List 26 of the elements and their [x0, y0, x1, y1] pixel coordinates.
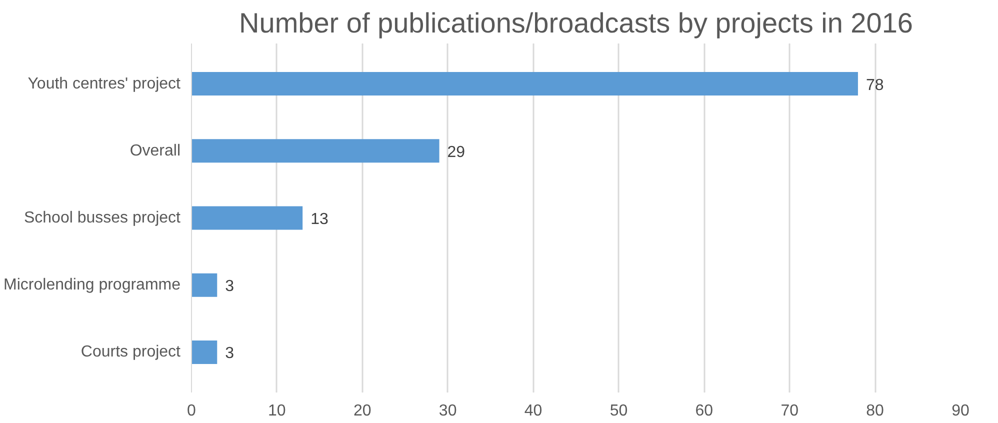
bar [192, 206, 303, 230]
y-tick-label: Microlending programme [4, 276, 181, 294]
data-label: 78 [866, 76, 884, 94]
y-tick-label: School busses project [24, 210, 182, 226]
data-label: 29 [447, 144, 466, 161]
y-tick-label: Courts project [80, 344, 182, 361]
x-tick-label: 80 [866, 402, 884, 420]
x-tick-label: 60 [695, 402, 714, 420]
x-tick-label: 50 [610, 402, 628, 420]
x-tick-label: 40 [524, 402, 542, 420]
x-tick-label: 30 [438, 402, 457, 420]
x-tick-label: 10 [268, 402, 286, 420]
x-tick-label: 20 [353, 402, 372, 420]
x-tick-label: 90 [952, 402, 970, 420]
data-label: 3 [225, 345, 234, 362]
data-label: 13 [310, 211, 328, 228]
chart-title: Number of publications/broadcasts by projects in 2016 [239, 8, 913, 38]
y-tick-label: Youth centres' project [28, 75, 182, 92]
y-tick-label: Overall [130, 142, 181, 160]
x-tick-label: 70 [780, 402, 799, 420]
data-label: 3 [225, 278, 234, 296]
bar [192, 139, 440, 163]
bar [192, 72, 858, 96]
bar [192, 273, 218, 297]
bar [192, 340, 218, 364]
x-tick-label: 0 [187, 402, 196, 420]
